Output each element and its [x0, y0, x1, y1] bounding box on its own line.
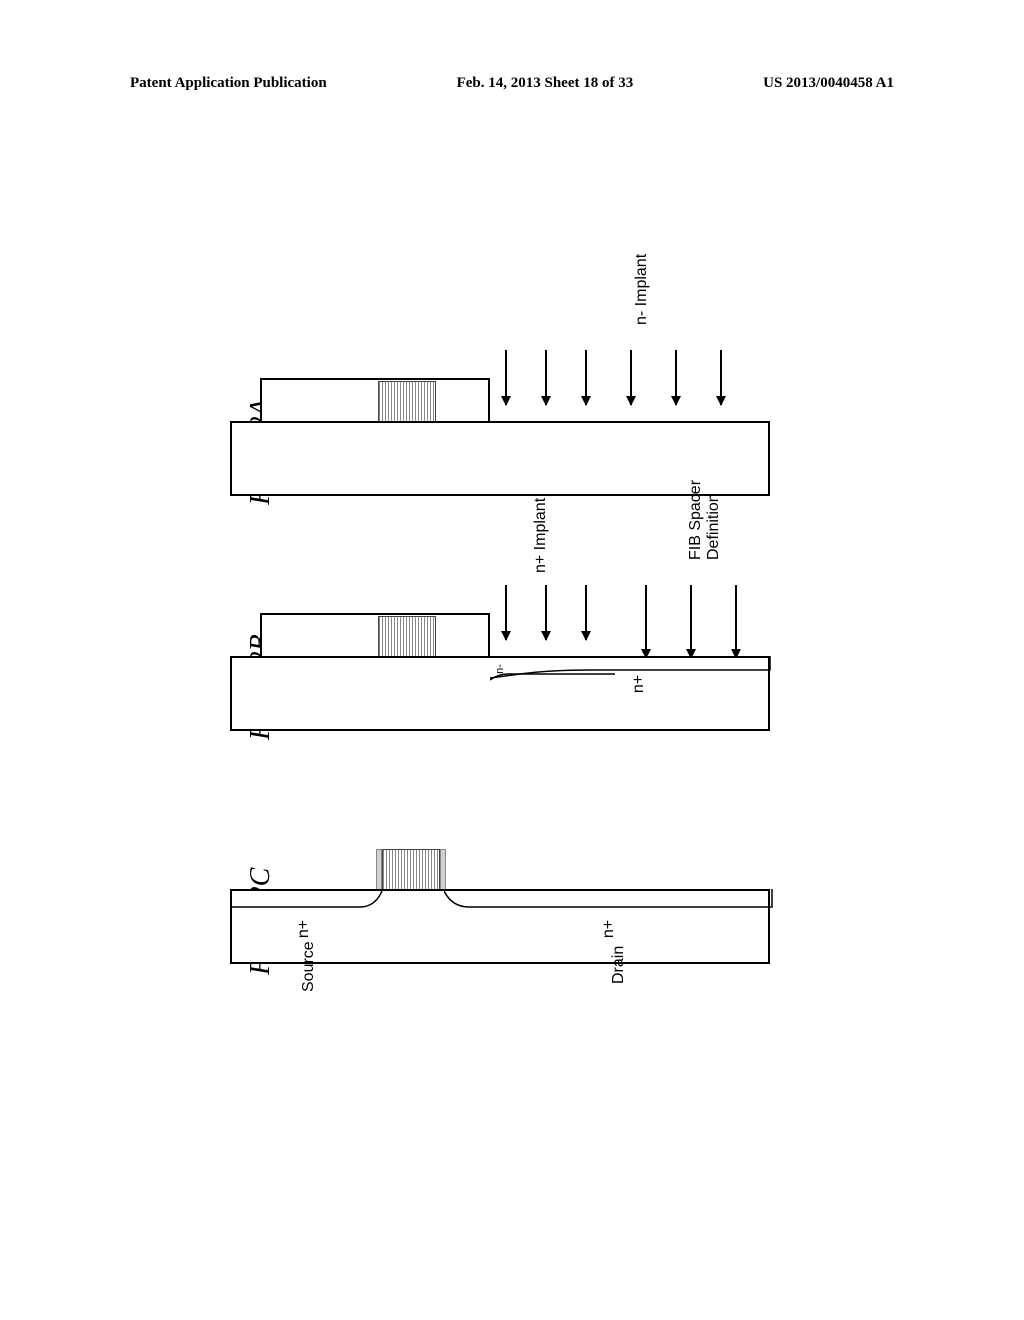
fig-12c-drain-label: Drain	[610, 946, 628, 984]
arrow-icon	[630, 350, 632, 405]
arrow-icon	[690, 585, 692, 658]
arrow-icon	[645, 585, 647, 658]
gate-stack	[378, 381, 436, 423]
arrow-icon	[585, 585, 587, 640]
arrow-icon	[675, 350, 677, 405]
fig-12b-right-label-2: Definition	[705, 493, 723, 560]
gate-stack	[378, 616, 436, 658]
arrow-icon	[545, 585, 547, 640]
figure-12c: FIG. 12C n+ n+ Source Drain	[230, 825, 800, 900]
arrow-icon	[585, 350, 587, 405]
fig-12b-nminus-label: n-	[494, 664, 506, 674]
fig-12b-left-label: n+ Implant	[532, 498, 550, 573]
fig-12b-right-label-1: FIB Spacer	[687, 480, 705, 560]
resist-block	[260, 613, 490, 658]
arrow-icon	[505, 350, 507, 405]
fig-12c-source-nplus: n+	[295, 920, 313, 938]
resist-block	[260, 378, 490, 423]
arrow-icon	[735, 585, 737, 658]
fig-12c-source-label: Source	[300, 941, 318, 992]
fig-12a-diagram: n- Implant	[230, 320, 800, 395]
fig-12a-implant-label: n- Implant	[633, 254, 651, 325]
arrow-icon	[545, 350, 547, 405]
nminus-junction-curve	[490, 670, 620, 688]
fig-12c-diagram: n+ n+ Source Drain	[230, 825, 800, 900]
header-left: Patent Application Publication	[130, 75, 327, 92]
spacer-right	[440, 849, 446, 891]
arrow-icon	[505, 585, 507, 640]
figure-12b: FIG. 12B n+ Implant FIB Spacer Definitio…	[230, 555, 800, 630]
header-center: Feb. 14, 2013 Sheet 18 of 33	[457, 75, 634, 92]
fig-12b-nplus-label: n+	[630, 675, 648, 693]
gate-stack	[382, 849, 440, 891]
page-header: Patent Application Publication Feb. 14, …	[0, 75, 1024, 92]
fig-12b-diagram: n+ Implant FIB Spacer Definition	[230, 555, 800, 630]
fig-12c-drain-nplus: n+	[600, 920, 618, 938]
drain-junction	[444, 889, 774, 919]
figure-12a: FIG. 12A n- Implant	[230, 320, 800, 395]
header-right: US 2013/0040458 A1	[763, 75, 894, 92]
arrow-icon	[720, 350, 722, 405]
source-junction	[230, 889, 385, 919]
